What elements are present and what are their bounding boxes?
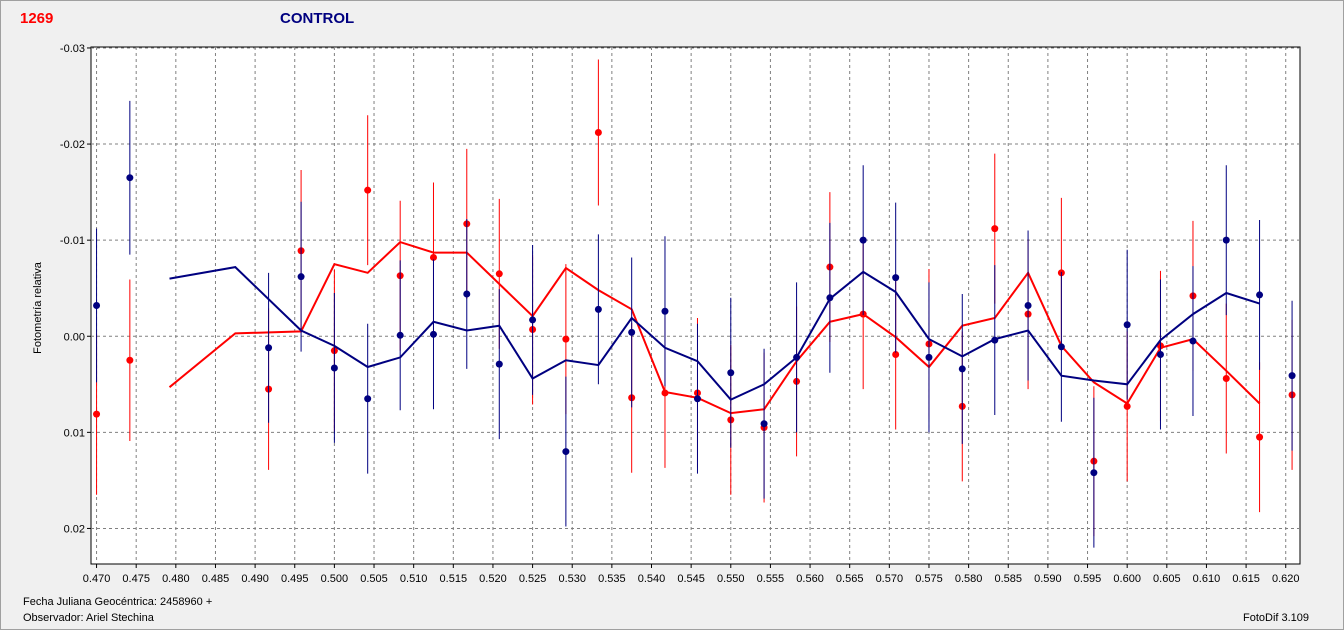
x-tick-label: 0.475 [122,573,150,585]
data-point [1057,343,1065,351]
x-tick-label: 0.545 [677,573,705,585]
series-line [169,266,1260,401]
chart-title: CONTROL [280,10,355,27]
data-point [330,364,338,372]
x-tick-label: 0.505 [360,573,388,585]
y-tick-label: 0.00 [64,331,85,343]
data-point [1256,433,1264,441]
x-tick-label: 0.620 [1272,573,1300,585]
x-tick-label: 0.575 [915,573,943,585]
x-tick-label: 0.600 [1113,573,1141,585]
x-tick-label: 0.550 [717,573,745,585]
data-point [364,395,372,403]
x-tick-label: 0.590 [1034,573,1062,585]
data-point [826,294,834,302]
x-tick-label: 0.560 [796,573,824,585]
object-id: 1269 [20,10,54,27]
data-point [892,274,900,282]
data-point [126,174,134,182]
x-tick-label: 0.515 [440,573,468,585]
data-point [93,302,101,309]
data-point [859,236,867,244]
data-point [958,365,966,373]
x-tick-label: 0.565 [836,573,864,585]
data-point [1123,402,1131,410]
x-tick-label: 0.490 [241,573,269,585]
data-point [495,270,503,278]
x-tick-label: 0.555 [757,573,785,585]
data-point [429,253,437,261]
data-point [661,307,669,315]
julian-date-label: Fecha Juliana Geocéntrica: 2458960 + [23,596,213,608]
y-axis-label: Fotometría relativa [32,261,44,354]
y-tick-label: 0.02 [64,523,85,535]
data-point [661,389,669,397]
observer-label: Observador: Ariel Stechina [23,612,154,624]
data-point [1288,372,1296,380]
data-point [126,356,134,364]
x-tick-label: 0.480 [162,573,190,585]
y-tick-label: -0.03 [60,43,85,55]
x-tick-label: 0.585 [994,573,1022,585]
data-point [396,331,404,339]
x-tick-label: 0.485 [202,573,230,585]
y-tick-label: -0.01 [60,235,85,247]
x-tick-label: 0.540 [638,573,666,585]
y-tick-label: -0.02 [60,139,85,151]
x-tick-label: 0.500 [321,573,349,585]
x-tick-label: 0.520 [479,573,507,585]
data-point [793,353,801,361]
data-point [463,290,471,298]
data-point [1090,469,1098,477]
data-point [364,186,372,194]
data-point [1024,302,1032,309]
grid [91,47,1300,564]
x-tick-label: 0.595 [1074,573,1102,585]
plot-area [90,46,1301,565]
data-point [265,344,273,352]
data-point [297,273,305,281]
data-point [529,316,537,324]
data-point [1156,351,1164,359]
y-tick-label: 0.01 [64,427,85,439]
x-tick-label: 0.610 [1193,573,1221,585]
x-axis-ticks: 0.470 0.475 0.480 0.485 0.490 0.495 0.500 0.505… [83,564,1300,585]
data-point [628,328,636,336]
data-point [760,420,768,428]
data-point [727,369,735,377]
series-group [93,59,1296,548]
x-tick-label: 0.570 [876,573,904,585]
y-axis-ticks: -0.03 -0.02 -0.01 0.00 0.01 0.02 [60,43,91,535]
x-tick-label: 0.535 [598,573,626,585]
data-point [1123,321,1131,329]
x-tick-label: 0.525 [519,573,547,585]
data-point [925,353,933,361]
x-tick-label: 0.530 [558,573,586,585]
x-tick-label: 0.605 [1153,573,1181,585]
data-point [693,395,701,403]
x-tick-label: 0.615 [1232,573,1260,585]
x-tick-label: 0.495 [281,573,309,585]
app-version-label: FotoDif 3.109 [1243,612,1310,624]
data-point [429,330,437,338]
data-point [594,129,602,137]
data-point [892,351,900,359]
x-tick-label: 0.510 [400,573,428,585]
x-tick-label: 0.470 [83,573,111,585]
data-point [1189,337,1197,345]
data-point [1222,375,1230,383]
data-point [991,336,999,344]
data-point [1256,291,1264,299]
data-point [562,448,570,456]
data-point [991,225,999,233]
series [93,59,1296,548]
data-point [594,305,602,313]
x-tick-label: 0.580 [955,573,983,585]
data-point [1222,236,1230,244]
data-point [562,335,570,343]
data-point [93,410,101,418]
data-point [495,360,503,368]
